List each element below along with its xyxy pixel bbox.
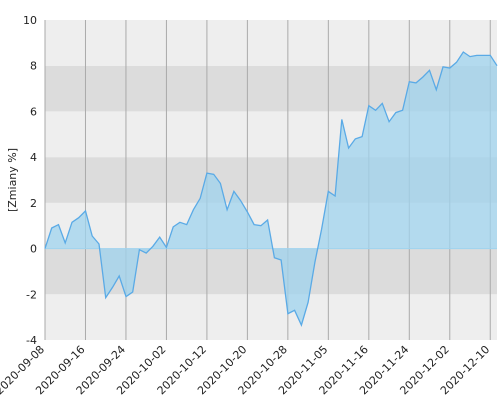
y-tick-label: 2 xyxy=(30,197,37,210)
y-tick-label: 0 xyxy=(30,243,37,256)
y-tick-label: 10 xyxy=(23,14,37,27)
grid-band xyxy=(45,294,497,340)
y-tick-label: 8 xyxy=(30,60,37,73)
grid-band xyxy=(45,20,497,66)
y-tick-label: 4 xyxy=(30,151,37,164)
line xyxy=(44,51,498,327)
y-tick-label: -2 xyxy=(26,288,37,301)
y-axis-label: [Zmiany %] xyxy=(6,148,19,212)
area xyxy=(45,52,497,326)
y-tick-label: 6 xyxy=(30,105,37,118)
y-tick-label: -4 xyxy=(26,334,37,347)
